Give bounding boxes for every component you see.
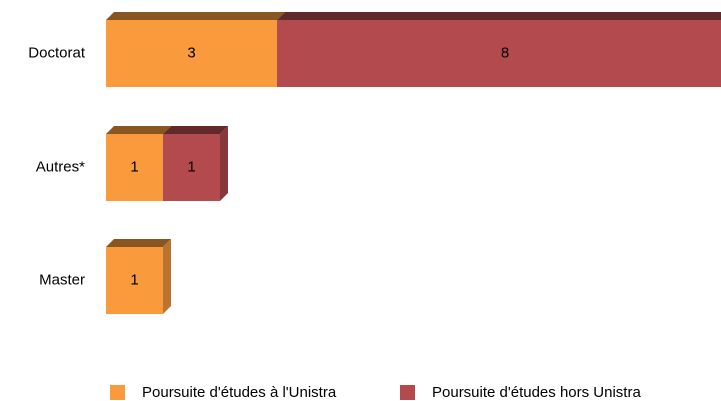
category-label: Master [39,271,85,288]
bar-side-face [220,126,228,201]
bar-segment [106,134,163,201]
legend-swatch [400,385,415,400]
data-label: 8 [501,44,509,61]
data-label: 1 [130,271,138,288]
bar-segment [277,20,721,87]
bar-top-face [277,12,721,20]
bar-segment [106,20,277,87]
bar-side-face [163,239,171,314]
legend-label: Poursuite d'études hors Unistra [432,384,641,401]
category-label: Doctorat [28,44,86,61]
data-label: 1 [187,158,195,175]
bar-top-face [106,12,285,20]
bar-top-face [163,126,228,134]
bar-top-face [106,126,171,134]
bar-segment [106,247,163,314]
bar-top-face [106,239,171,247]
bar-segment [163,134,220,201]
legend-swatch [110,385,125,400]
data-label: 3 [187,44,195,61]
data-label: 1 [130,158,138,175]
legend-label: Poursuite d'études à l'Unistra [142,384,337,401]
category-label: Autres* [36,158,85,175]
